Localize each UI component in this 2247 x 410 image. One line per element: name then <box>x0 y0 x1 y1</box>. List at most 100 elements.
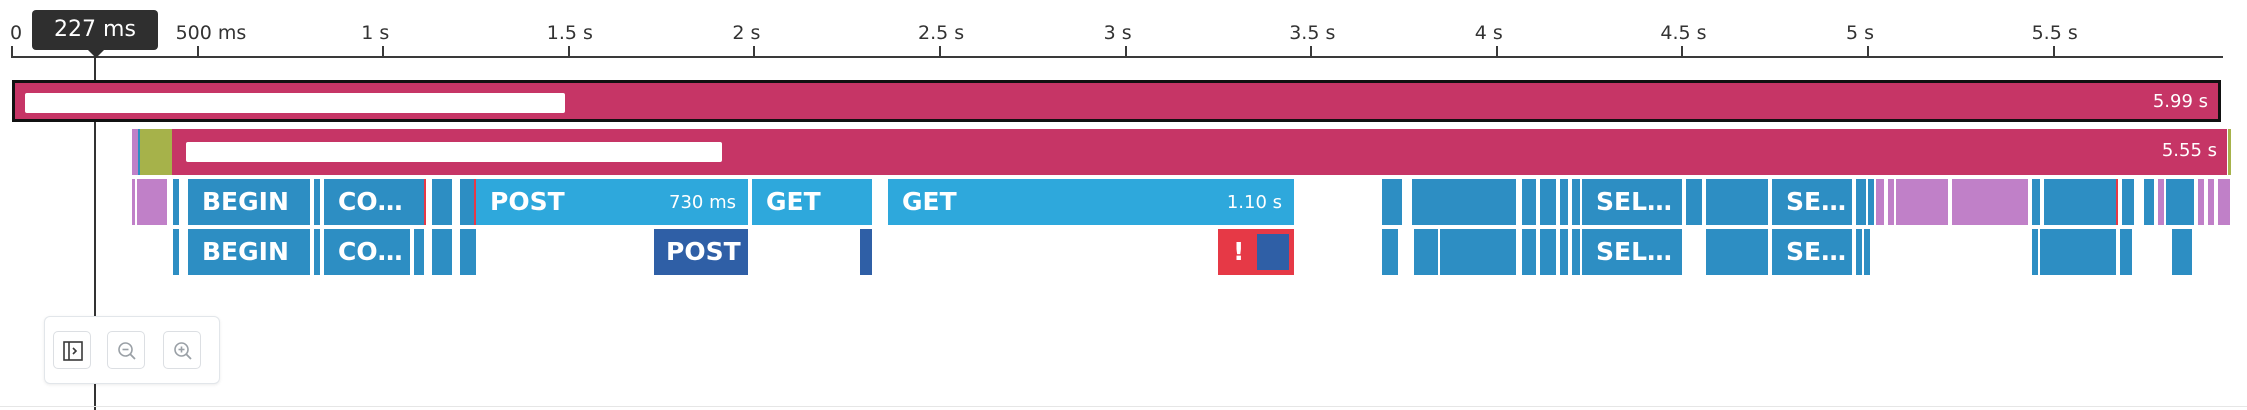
span-segment[interactable] <box>1572 179 1580 225</box>
get-label: GET <box>902 187 957 216</box>
post-request-span[interactable]: POST <box>654 229 748 275</box>
axis-tick-mark <box>2052 46 2055 58</box>
get-duration: 1.10 s <box>1226 192 1282 213</box>
span-segment[interactable] <box>432 229 452 275</box>
axis-tick-label: 5.5 s <box>2031 22 2078 44</box>
span-segment[interactable] <box>414 229 424 275</box>
span-segment[interactable] <box>132 179 135 225</box>
get-request-span[interactable]: GET <box>752 179 872 225</box>
span-segment[interactable] <box>2218 179 2230 225</box>
post-label: POST <box>490 187 565 216</box>
axis-tick-label: 3 s <box>1103 22 1132 44</box>
zoom-in-button[interactable] <box>163 331 201 369</box>
span-segment[interactable] <box>432 179 452 225</box>
span-segment[interactable] <box>1540 229 1556 275</box>
span-segment[interactable] <box>1856 229 1862 275</box>
span-sliver[interactable] <box>2228 129 2231 175</box>
get-request-span[interactable]: GET 1.10 s <box>888 179 1294 225</box>
span-segment[interactable] <box>173 229 179 275</box>
span-error-sliver[interactable] <box>2116 179 2118 225</box>
zoom-out-icon <box>118 342 136 360</box>
span-segment[interactable] <box>1560 229 1568 275</box>
span-sliver[interactable] <box>138 129 140 175</box>
span-segment[interactable] <box>2044 179 2116 225</box>
span-segment[interactable] <box>2122 179 2134 225</box>
span-segment[interactable] <box>860 229 872 275</box>
span-segment[interactable] <box>1706 229 1768 275</box>
span-segment[interactable] <box>1414 229 1438 275</box>
commit-span[interactable]: CO… <box>324 229 410 275</box>
span-segment[interactable] <box>1560 179 1568 225</box>
span-segment[interactable] <box>2032 179 2040 225</box>
error-span[interactable]: ! <box>1218 229 1294 275</box>
span-segment[interactable] <box>1572 229 1580 275</box>
begin-span[interactable]: BEGIN <box>188 229 310 275</box>
span-segment[interactable] <box>314 229 320 275</box>
get-label: GET <box>766 187 821 216</box>
zoom-in-icon <box>174 342 192 360</box>
span-segment[interactable] <box>460 179 474 225</box>
span-error-sliver[interactable] <box>474 179 476 225</box>
axis-tick-mark <box>753 46 756 58</box>
bottom-divider <box>0 406 2247 407</box>
span-segment[interactable] <box>2208 179 2214 225</box>
span-segment[interactable] <box>1706 179 1768 225</box>
span-segment[interactable] <box>1382 179 1402 225</box>
span-sliver[interactable] <box>132 129 138 175</box>
span-segment[interactable] <box>1856 179 1866 225</box>
root-span-duration: 5.99 s <box>2152 91 2208 112</box>
axis-tick-label: 5 s <box>1846 22 1875 44</box>
select-label: SEL… <box>1596 187 1673 216</box>
span-segment[interactable] <box>1686 179 1702 225</box>
post-duration: 730 ms <box>669 192 736 213</box>
axis-tick-mark <box>11 46 13 58</box>
span-segment[interactable] <box>460 229 476 275</box>
commit-span[interactable]: CO… <box>324 179 424 225</box>
span-segment[interactable] <box>314 179 320 225</box>
span-segment[interactable] <box>1868 179 1874 225</box>
select-span[interactable]: SE… <box>1772 179 1852 225</box>
select-span[interactable]: SE… <box>1772 229 1852 275</box>
root-span-bar[interactable]: 5.99 s <box>12 80 2221 122</box>
span-segment[interactable] <box>1876 179 1884 225</box>
select-label: SE… <box>1786 187 1847 216</box>
begin-span[interactable]: BEGIN <box>188 179 310 225</box>
error-mark: ! <box>1233 237 1245 266</box>
toggle-sidebar-button[interactable] <box>53 331 91 369</box>
axis-tick-label: 1 s <box>361 22 390 44</box>
span-segment[interactable] <box>2144 179 2154 225</box>
span-segment[interactable] <box>1412 179 1516 225</box>
axis-tick-mark <box>1681 46 1684 58</box>
axis-tick-mark <box>939 46 941 58</box>
select-span[interactable]: SEL… <box>1582 179 1682 225</box>
span-segment[interactable] <box>1522 179 1536 225</box>
span-segment[interactable] <box>1522 229 1536 275</box>
child-span-bar[interactable]: 5.55 s <box>172 129 2227 175</box>
span-segment[interactable] <box>2198 179 2204 225</box>
span-segment[interactable] <box>2166 179 2194 225</box>
span-segment[interactable] <box>2120 229 2132 275</box>
span-error-sliver[interactable] <box>424 179 426 225</box>
span-segment[interactable] <box>173 179 179 225</box>
span-segment[interactable] <box>1382 229 1398 275</box>
span-segment[interactable] <box>2158 179 2164 225</box>
axis-tick-label: 1.5 s <box>546 22 593 44</box>
span-segment[interactable] <box>1440 229 1516 275</box>
span-segment[interactable] <box>2032 229 2038 275</box>
span-segment[interactable] <box>1540 179 1556 225</box>
span-segment[interactable] <box>1952 179 2028 225</box>
select-label: SEL… <box>1596 237 1673 266</box>
axis-tick-label: 2.5 s <box>918 22 965 44</box>
span-segment[interactable] <box>1896 179 1948 225</box>
post-request-span[interactable]: POST 730 ms <box>476 179 748 225</box>
span-segment[interactable] <box>1888 179 1894 225</box>
span-segment[interactable] <box>1864 229 1870 275</box>
select-span[interactable]: SEL… <box>1582 229 1682 275</box>
zoom-out-button[interactable] <box>107 331 145 369</box>
select-label: SE… <box>1786 237 1847 266</box>
axis-tick-mark <box>196 46 199 58</box>
span-segment[interactable] <box>2040 229 2116 275</box>
span-segment[interactable] <box>2172 229 2192 275</box>
span-olive[interactable] <box>140 129 172 175</box>
span-segment[interactable] <box>137 179 167 225</box>
